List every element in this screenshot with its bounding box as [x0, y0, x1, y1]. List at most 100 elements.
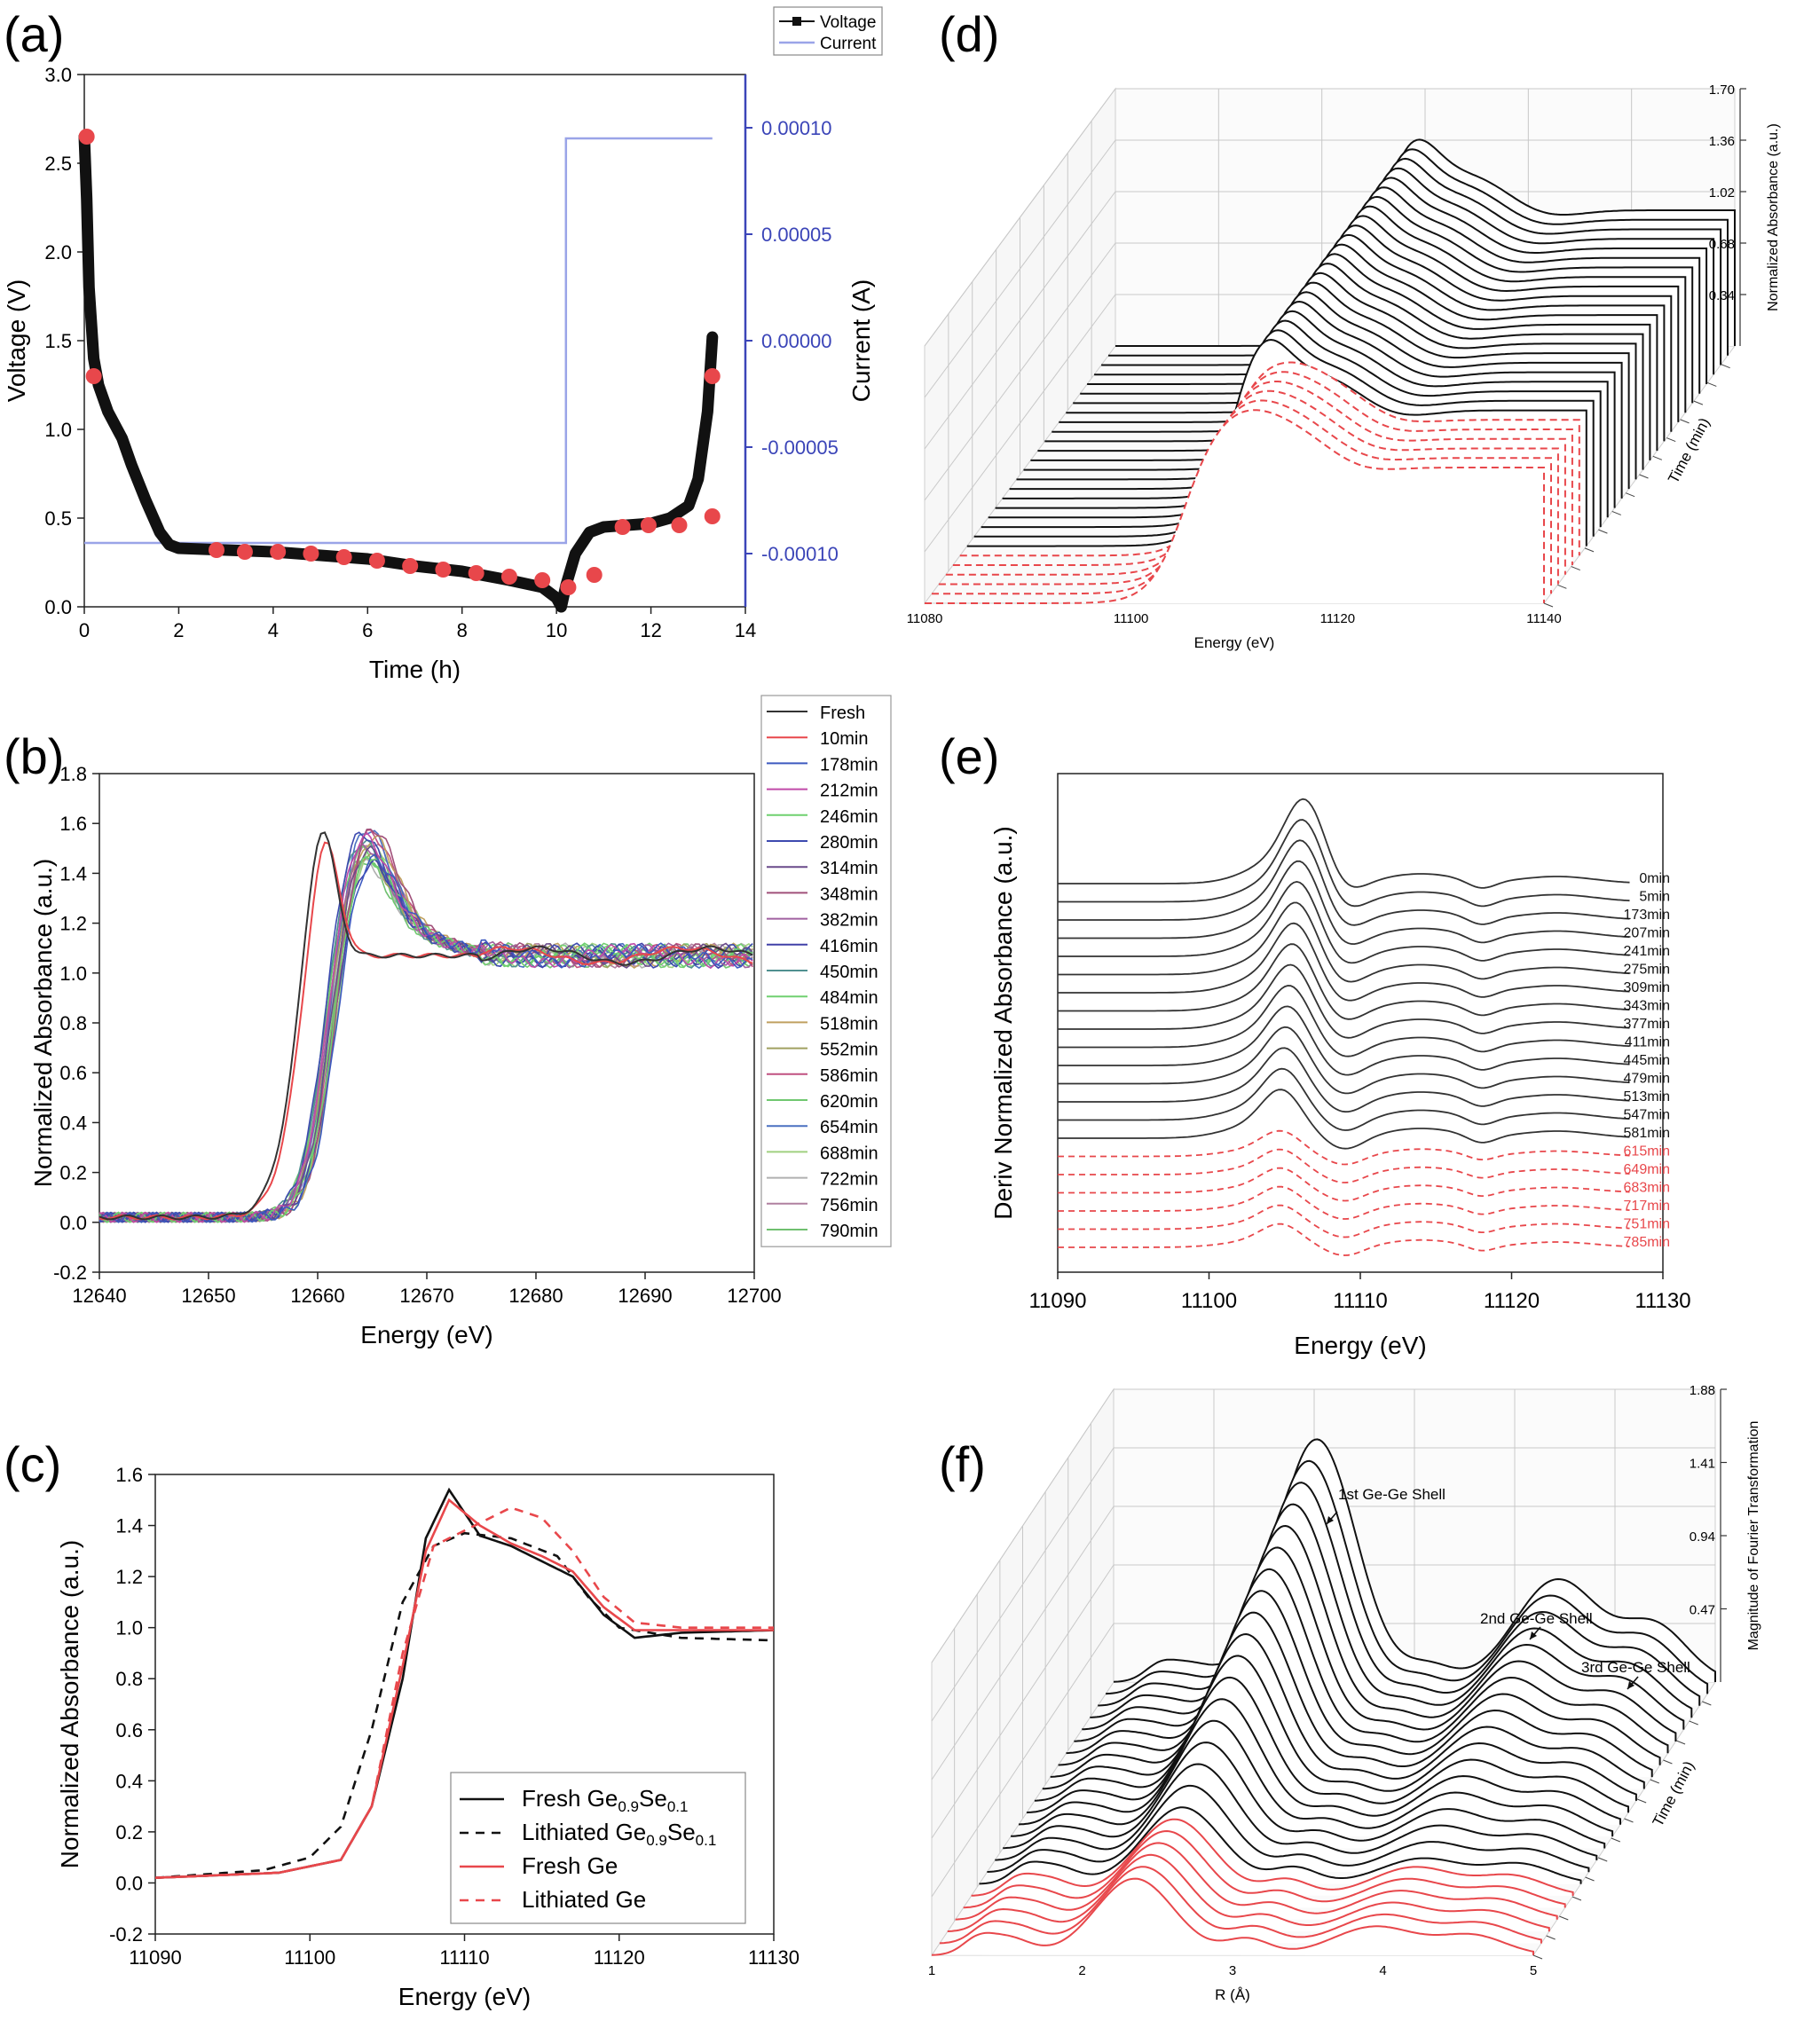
- y-tick: [1675, 1740, 1686, 1745]
- x-tick-label: 6: [362, 619, 373, 641]
- z-tick-label: 0.47: [1690, 1603, 1715, 1618]
- voltage-marker: [270, 544, 287, 560]
- series-line: [98, 858, 753, 1223]
- series-line: [98, 834, 753, 1223]
- series-line: [98, 841, 753, 1221]
- z-tick-label: 0.68: [1709, 237, 1735, 252]
- x-tick-label: 4: [1379, 1963, 1386, 1978]
- series-line: [1058, 860, 1630, 946]
- legend-box: [450, 1772, 746, 1924]
- series-line: [1058, 819, 1630, 908]
- series-label: 343min: [1624, 999, 1670, 1014]
- series-label: 5min: [1639, 890, 1670, 905]
- legend-label: 178min: [820, 755, 878, 774]
- series-label: 717min: [1624, 1199, 1670, 1214]
- series-label: 615min: [1624, 1144, 1670, 1160]
- y-tick-label: 1.0: [115, 1617, 143, 1639]
- series-line: [1058, 1047, 1630, 1113]
- series-label: 241min: [1624, 944, 1670, 959]
- series-line: [98, 845, 753, 1223]
- legend-label: Lithiated Ge0.9Se0.1: [522, 1819, 716, 1849]
- legend-label: 586min: [820, 1066, 878, 1086]
- series-label: 513min: [1624, 1089, 1670, 1105]
- y-tick-label: 0.6: [115, 1719, 143, 1741]
- series-line: [1058, 1148, 1630, 1183]
- y-tick: [1663, 1759, 1673, 1765]
- x-axis-label: Energy (eV): [360, 1321, 492, 1348]
- z-axis-label: Normalized Absorbance (a.u.): [1766, 123, 1781, 311]
- x-axis-label: Energy (eV): [398, 1983, 531, 2010]
- plot-frame: [98, 773, 755, 1273]
- y-tick-label: 2.5: [44, 153, 72, 175]
- x-tick-label: 4: [268, 619, 279, 641]
- y-tick: [1584, 547, 1595, 553]
- voltage-marker: [586, 567, 603, 583]
- y-tick-label: -0.2: [53, 1262, 87, 1284]
- y-tick-label: 0.2: [59, 1162, 87, 1184]
- chart-f: 0.47 0.94 1.41 1.88 Magnitude of Fourier Tra…: [928, 1383, 1761, 2003]
- legend-label: 518min: [820, 1014, 878, 1034]
- legend-label: 348min: [820, 884, 878, 904]
- voltage-marker: [85, 368, 102, 384]
- legend-label: 688min: [820, 1144, 878, 1163]
- series-label: 547min: [1624, 1108, 1670, 1123]
- series-label: 479min: [1624, 1072, 1670, 1087]
- x-tick-label: 11110: [439, 1946, 489, 1969]
- y-tick: [1666, 437, 1676, 443]
- series-line: [98, 831, 753, 1223]
- y-axis-label: Normalized Absorbance (a.u.): [56, 1540, 83, 1868]
- x-tick-label: 3: [1229, 1963, 1236, 1978]
- current-tick-label: 0.00010: [761, 117, 832, 139]
- voltage-marker: [640, 517, 657, 533]
- legend-label: 246min: [820, 807, 878, 827]
- series-line: [98, 858, 753, 1223]
- legend-label-current: Current: [820, 35, 877, 53]
- voltage-marker: [368, 553, 385, 569]
- series-line: [1058, 1185, 1630, 1220]
- panel-label-b: (b): [4, 728, 64, 784]
- series-line: [154, 1531, 775, 1879]
- series-line: [1058, 1026, 1630, 1095]
- x-tick-label: 10: [546, 619, 567, 641]
- y-tick-label: 0.5: [44, 507, 72, 530]
- y-tick-label: 0.4: [59, 1112, 87, 1134]
- x-tick-label: 11130: [1635, 1289, 1690, 1313]
- y-tick: [1571, 566, 1580, 571]
- x-tick-label: 12650: [181, 1285, 235, 1307]
- series-line: [98, 856, 753, 1223]
- series-line: [1058, 1167, 1630, 1202]
- y-tick: [1598, 1857, 1608, 1862]
- x-axis-label: Energy (eV): [1294, 1332, 1426, 1359]
- y-tick-label: 0.8: [115, 1668, 143, 1690]
- z-tick-label: 1.02: [1709, 185, 1735, 200]
- annotation-arrowhead: [1327, 1516, 1334, 1524]
- y-axis-label: Normalized Absorbance (a.u.): [29, 859, 57, 1187]
- x-tick-label: 2: [173, 619, 184, 641]
- voltage-marker: [435, 562, 452, 578]
- y-tick-label: 0.6: [59, 1062, 87, 1084]
- series-line: [98, 841, 753, 1223]
- series-line: [98, 831, 753, 1221]
- z-axis-label: Magnitude of Fourier Transformation: [1746, 1421, 1761, 1651]
- y-tick-label: -0.2: [109, 1923, 143, 1946]
- y-tick: [1707, 381, 1717, 387]
- waterfall-line: [925, 409, 1545, 604]
- x-tick-label: 11130: [748, 1946, 800, 1969]
- x-tick-label: 0: [79, 619, 90, 641]
- series-line: [1058, 1089, 1630, 1150]
- series-line: [1058, 963, 1630, 1039]
- x-tick-label: 12640: [72, 1285, 126, 1307]
- legend-label: 654min: [820, 1118, 878, 1137]
- x-tick-label: 8: [457, 619, 468, 641]
- voltage-marker: [534, 572, 551, 588]
- y-tick-label: 1.8: [59, 763, 87, 785]
- voltage-marker: [78, 129, 95, 145]
- series-label: 173min: [1624, 908, 1670, 923]
- series-label: 275min: [1624, 963, 1670, 978]
- y-tick: [1636, 1798, 1647, 1804]
- x-tick-label: 2: [1078, 1963, 1085, 1978]
- series-line: [98, 853, 753, 1223]
- y-axis-label: Deriv Normalized Absorbance (a.u.): [989, 826, 1017, 1220]
- legend-a: Voltage Current: [773, 6, 883, 56]
